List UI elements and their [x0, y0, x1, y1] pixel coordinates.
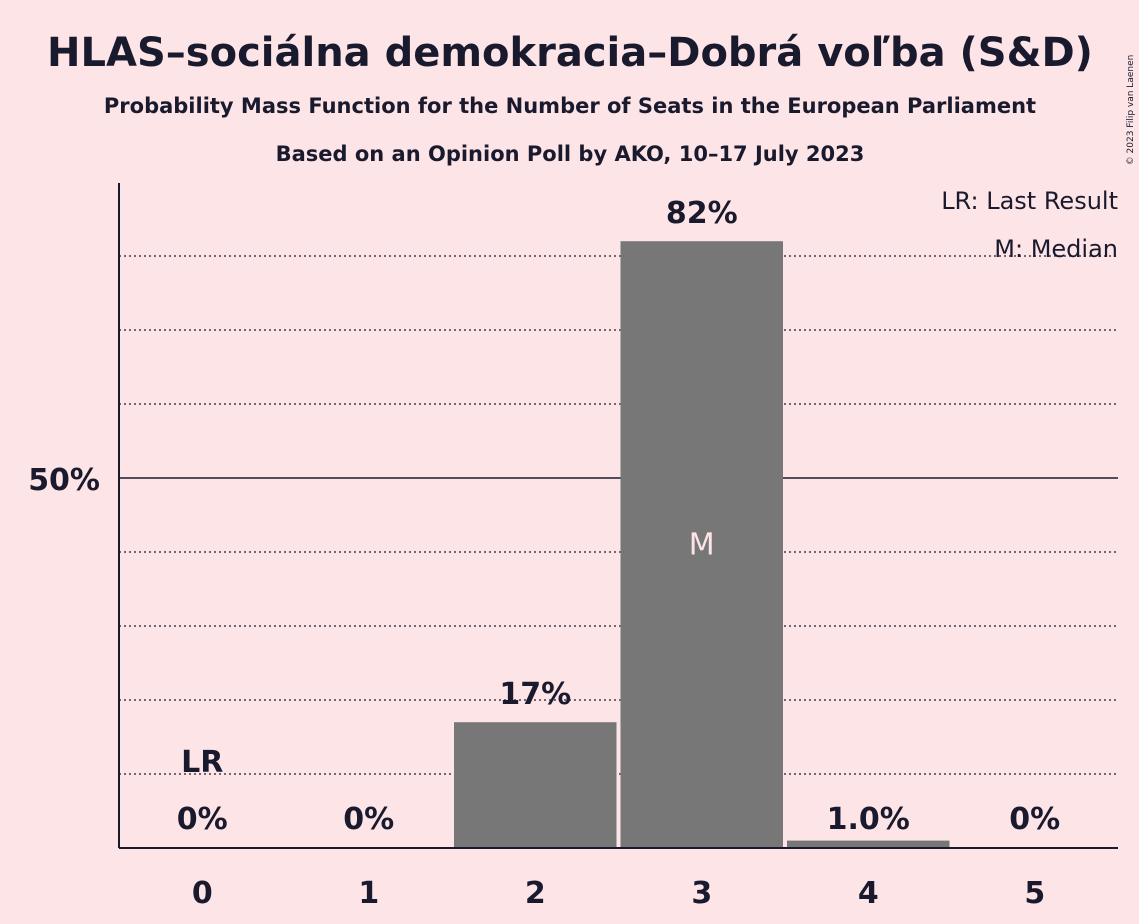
x-tick-4: 4 — [858, 876, 879, 911]
x-tick-0: 0 — [192, 876, 213, 911]
tick-labels: 0 1 2 3 4 5 50% — [28, 463, 1045, 911]
bar-seat-3 — [620, 241, 783, 848]
legend-median: M: Median — [994, 235, 1118, 263]
x-tick-1: 1 — [358, 876, 379, 911]
value-label-seat-1: 0% — [343, 802, 394, 837]
x-tick-3: 3 — [691, 876, 712, 911]
x-tick-2: 2 — [525, 876, 546, 911]
value-label-seat-5: 0% — [1009, 802, 1060, 837]
chart-subtitle: Probability Mass Function for the Number… — [104, 94, 1036, 118]
value-label-seat-0: 0% — [177, 802, 228, 837]
legend-last-result: LR: Last Result — [941, 187, 1118, 215]
value-label-seat-2: 17% — [499, 677, 571, 712]
bar-seat-2 — [454, 722, 617, 848]
y-tick-50: 50% — [28, 463, 100, 498]
x-tick-5: 5 — [1024, 876, 1045, 911]
copyright-note: © 2023 Filip van Laenen — [1126, 55, 1136, 166]
last-result-marker: LR — [181, 745, 223, 780]
bars — [454, 241, 950, 848]
value-label-seat-3: 82% — [666, 196, 738, 231]
chart-title: HLAS–sociálna demokracia–Dobrá voľba (S&… — [47, 30, 1093, 76]
chart-subtitle-poll: Based on an Opinion Poll by AKO, 10–17 J… — [276, 142, 865, 166]
median-marker: M — [689, 528, 715, 563]
gridlines — [119, 255, 1118, 775]
data-labels: 0% 0% 17% 82% 1.0% 0% LR M — [177, 196, 1060, 837]
bar-seat-4 — [787, 840, 950, 848]
value-label-seat-4: 1.0% — [827, 802, 910, 837]
